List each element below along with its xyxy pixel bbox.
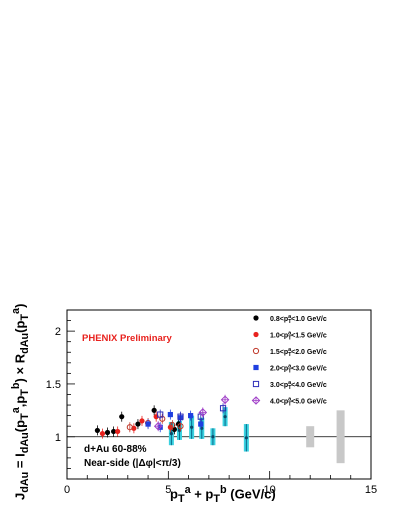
systematic-band-point (169, 431, 173, 436)
data-point-s4 (188, 413, 194, 419)
data-point-s1-shape (135, 421, 141, 427)
legend-marker-1 (253, 315, 259, 321)
data-point-s2-shape (99, 430, 106, 437)
legend-marker-4 (253, 364, 259, 371)
preliminary-label: PHENIX Preliminary (82, 333, 172, 344)
legend-entry-2: 1.0<pTa<1.5 GeV/c (270, 331, 327, 342)
data-point-s2-shape (139, 418, 145, 424)
data-point-s1 (94, 427, 100, 434)
system-label: d+Au 60-88% (84, 444, 147, 455)
x-axis-title: pTa + pTb (GeV/c) (170, 484, 276, 505)
data-points (94, 394, 230, 439)
y-axis-title-text: JdAu = IdAu(pTa,pTb) × RdAu(pTa) (10, 303, 31, 500)
legend-marker-5-shape (252, 380, 260, 388)
data-point-s1-shape (104, 429, 111, 436)
data-point-s1 (151, 407, 157, 413)
y-tick-label: 1 (55, 432, 61, 444)
axes: 0 5 10 15 1 1.5 2 (46, 309, 377, 496)
data-point-s3 (159, 415, 166, 422)
data-point-s3-shape (159, 415, 166, 422)
data-point-s5 (177, 413, 184, 420)
y-axis-title: JdAu = IdAu(pTa,pTb) × RdAu(pTa) (10, 303, 31, 500)
data-point-s4 (145, 421, 151, 427)
selection-label: Near-side (|Δφ|<π/3) (84, 458, 181, 469)
x-tick-label: 5 (165, 484, 171, 496)
legend-marker-6 (251, 396, 261, 405)
systematic-band-point (190, 425, 194, 429)
legend-entry-6: 4.0<pTa<5.0 GeV/c (270, 397, 327, 408)
legend: 0.8<pTa<1.0 GeV/c 1.0<pTa<1.5 GeV/c 1.5<pT… (251, 314, 327, 408)
data-point-s3-shape (169, 422, 176, 429)
systematic-band-point (211, 435, 215, 439)
x-tick-label: 10 (264, 484, 276, 496)
data-point-s2 (99, 430, 106, 437)
y-tick-label: 2 (55, 326, 61, 338)
data-point-s5-shape (157, 411, 164, 418)
data-point-s3-shape (126, 424, 133, 431)
x-tick-label: 0 (64, 484, 70, 496)
data-point-s3-shape (177, 423, 184, 430)
legend-entry-1: 0.8<pTa<1.0 GeV/c (270, 314, 327, 325)
legend-marker-1-shape (253, 315, 259, 321)
global-uncertainty-box (306, 426, 315, 448)
data-point-s3 (169, 422, 176, 429)
annotations: pTa + pTb (GeV/c) JdAu = IdAu(pTa,pTb) × … (10, 303, 276, 505)
systematic-bands (168, 407, 345, 464)
data-point-s1 (104, 429, 111, 436)
data-point-s5 (219, 405, 227, 412)
data-point-s3 (177, 423, 184, 430)
data-point-s4 (167, 411, 173, 418)
legend-entry-5: 3.0<pTa<4.0 GeV/c (270, 380, 327, 391)
data-point-s4-shape (198, 421, 204, 427)
data-point-s1 (135, 421, 141, 427)
data-point-s5 (157, 411, 164, 418)
data-point-s1-shape (119, 414, 125, 420)
legend-entry-3: 1.5<pTa<2.0 GeV/c (270, 347, 327, 358)
legend-marker-5 (252, 380, 260, 388)
data-point-s4-shape (188, 413, 194, 419)
data-point-s2 (115, 428, 121, 435)
data-point-s4-shape (145, 421, 151, 427)
legend-marker-2 (253, 331, 259, 338)
data-point-s1-shape (111, 428, 117, 435)
data-point-s6 (198, 408, 208, 417)
data-point-s5-shape (177, 413, 184, 420)
x-axis-title-text: pTa + pTb (GeV/c) (170, 484, 276, 505)
data-point-s1-shape (94, 427, 100, 434)
data-point-s6 (153, 421, 163, 431)
systematic-band-point (223, 415, 227, 419)
systematic-band-point (244, 436, 248, 440)
data-point-s1 (111, 428, 117, 435)
global-uncertainty-box (336, 410, 345, 464)
data-point-s3 (126, 424, 133, 431)
legend-marker-3 (252, 347, 260, 355)
data-point-s1 (119, 414, 125, 420)
legend-marker-2-shape (253, 331, 259, 338)
data-point-s4-shape (167, 411, 173, 418)
legend-marker-3-shape (252, 347, 260, 355)
data-point-s5-shape (219, 405, 227, 412)
y-tick-label: 1.5 (46, 379, 61, 391)
data-point-s2 (139, 418, 145, 424)
legend-entry-4: 2.0<pTa<3.0 GeV/c (270, 364, 327, 375)
data-point-s4 (198, 421, 204, 427)
data-point-s2-shape (115, 428, 121, 435)
data-point-s6-shape (153, 421, 163, 431)
x-tick-label: 15 (365, 484, 377, 496)
legend-marker-4-shape (253, 364, 259, 371)
data-point-s6 (220, 395, 230, 405)
data-point-s1-shape (151, 407, 157, 413)
